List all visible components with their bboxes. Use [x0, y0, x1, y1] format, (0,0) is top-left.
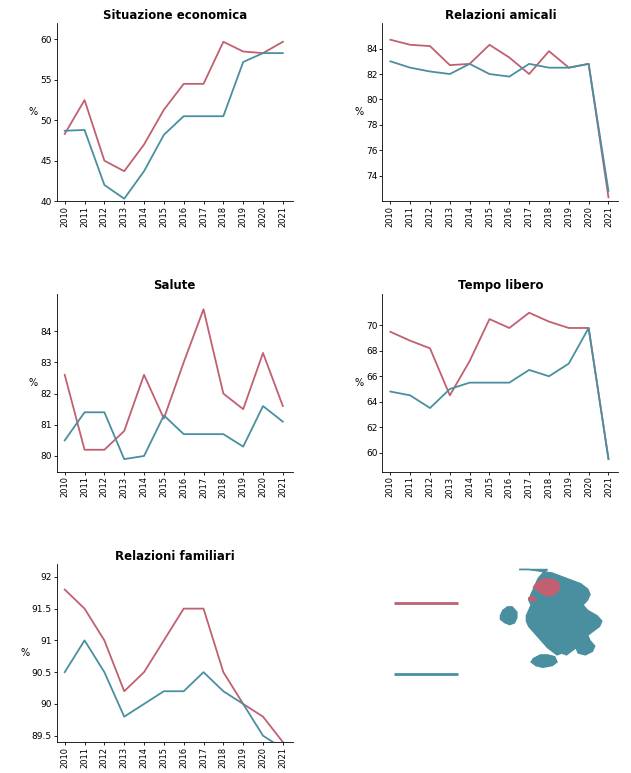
Title: Situazione economica: Situazione economica [103, 9, 247, 22]
Polygon shape [500, 607, 517, 625]
Title: Relazioni familiari: Relazioni familiari [115, 550, 235, 563]
Y-axis label: %: % [29, 107, 38, 117]
Polygon shape [533, 578, 560, 596]
Y-axis label: %: % [29, 378, 38, 387]
Polygon shape [519, 570, 602, 655]
Y-axis label: %: % [355, 107, 363, 117]
Y-axis label: %: % [20, 648, 30, 658]
Title: Salute: Salute [153, 280, 196, 292]
Title: Tempo libero: Tempo libero [457, 280, 543, 292]
Title: Relazioni amicali: Relazioni amicali [445, 9, 556, 22]
Polygon shape [531, 655, 557, 667]
Polygon shape [529, 596, 536, 601]
Y-axis label: %: % [355, 378, 363, 387]
